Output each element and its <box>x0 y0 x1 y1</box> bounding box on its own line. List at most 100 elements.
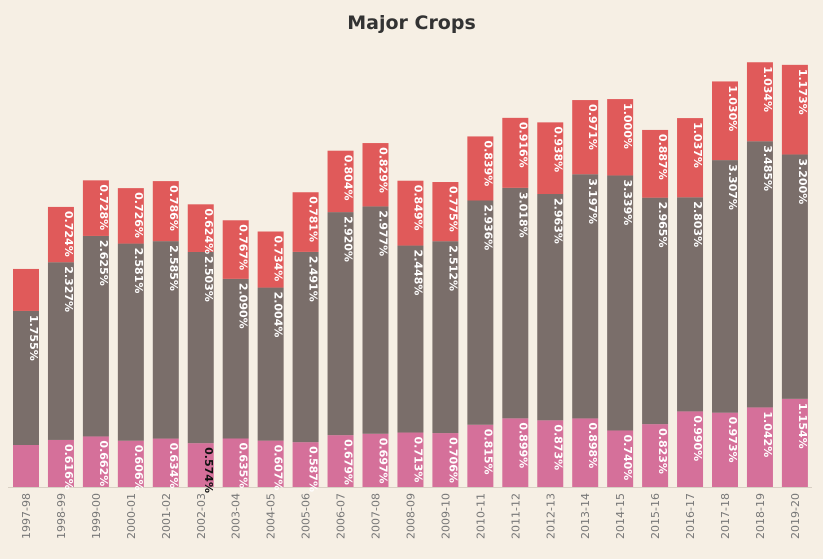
data-label: 0.587% <box>307 446 320 492</box>
bar-segment-2 <box>572 174 599 419</box>
data-label: 2.512% <box>446 245 459 291</box>
data-label: 0.823% <box>656 428 669 474</box>
bar-segment-1 <box>537 420 564 487</box>
x-tick-label: 2019-20 <box>789 493 802 539</box>
bar-segment-3 <box>327 150 354 213</box>
data-label: 0.616% <box>62 444 75 490</box>
bar-segment-1 <box>572 418 599 487</box>
data-label: 0.734% <box>272 236 285 282</box>
data-label: 0.574% <box>202 447 215 493</box>
bar-segment-3 <box>502 117 529 188</box>
data-label: 0.815% <box>481 429 494 475</box>
data-label: 0.829% <box>377 147 390 193</box>
data-label: 2.963% <box>551 198 564 244</box>
bar-segment-2 <box>117 243 144 441</box>
data-label: 0.973% <box>726 417 739 463</box>
data-label: 1.000% <box>621 103 634 149</box>
bar-segment-2 <box>502 187 529 419</box>
bar-segment-3 <box>746 62 773 142</box>
data-label: 1.755% <box>27 315 40 361</box>
data-label: 0.767% <box>237 224 250 270</box>
data-label: 3.018% <box>516 192 529 238</box>
x-tick-label: 2012-13 <box>544 493 557 539</box>
bar-segment-3 <box>642 129 669 198</box>
x-tick-label: 2018-19 <box>754 493 767 539</box>
bar-segment-2 <box>47 262 74 440</box>
bar-segment-1 <box>712 412 738 487</box>
bar-segment-3 <box>537 122 564 195</box>
bar-segment-2 <box>712 160 738 413</box>
x-tick-label: 2010-11 <box>474 493 487 539</box>
bar-segment-2 <box>82 235 109 437</box>
data-label: 2.936% <box>481 205 494 251</box>
bar-segment-3 <box>572 100 599 175</box>
bar-segment-1 <box>187 443 214 487</box>
data-label: 0.624% <box>202 208 215 254</box>
data-label: 2.491% <box>307 256 320 302</box>
data-label: 0.899% <box>516 422 529 468</box>
bar-segment-1 <box>292 442 319 487</box>
bar-segment-3 <box>292 192 319 252</box>
data-label: 3.197% <box>586 178 599 224</box>
data-label: 1.034% <box>761 66 774 112</box>
data-label: 2.090% <box>237 283 250 329</box>
bar-segment-3 <box>781 64 808 155</box>
data-label: 0.726% <box>132 192 145 238</box>
bar-segment-2 <box>642 197 669 425</box>
bar-segment-3 <box>467 136 494 201</box>
data-label: 0.971% <box>586 104 599 150</box>
bar-segment-1 <box>677 411 704 487</box>
bar-segment-3 <box>432 182 459 242</box>
x-tick-label: 2016-17 <box>684 493 697 539</box>
data-label: 3.485% <box>761 145 774 191</box>
data-label: 0.887% <box>656 134 669 180</box>
data-label: 2.581% <box>132 248 145 294</box>
bar-segment-1 <box>82 436 109 487</box>
bar-segment-2 <box>746 141 773 408</box>
bar-segment-3 <box>82 180 109 236</box>
x-tick-label: 2014-15 <box>614 493 627 539</box>
data-label: 0.740% <box>621 434 634 480</box>
x-tick-label: 2013-14 <box>579 493 592 539</box>
bar-segment-2 <box>537 194 564 421</box>
bar-segment-3 <box>362 143 389 207</box>
bar-segment-2 <box>152 241 179 439</box>
data-label: 0.606% <box>132 445 145 491</box>
data-label: 0.607% <box>272 445 285 491</box>
bar-segment-1 <box>642 424 669 487</box>
bar-segment-1 <box>117 440 144 487</box>
data-label: 2.965% <box>656 202 669 248</box>
x-tick-label: 2004-05 <box>265 493 278 539</box>
x-tick-label: 2008-09 <box>404 493 417 539</box>
data-label: 0.634% <box>167 443 180 489</box>
x-tick-label: 2000-01 <box>125 493 138 539</box>
data-label: 2.448% <box>411 250 424 296</box>
bar-segment-3 <box>257 231 284 288</box>
bar-segment-1 <box>327 435 354 487</box>
bar-segment-2 <box>781 154 808 399</box>
data-label: 2.977% <box>377 210 390 256</box>
x-tick-label: 2003-04 <box>230 493 243 539</box>
bar-segment-2 <box>257 287 284 441</box>
bar-segment-1 <box>607 430 634 487</box>
bar-segment-1 <box>47 439 74 487</box>
data-label: 0.849% <box>411 185 424 231</box>
bar-segment-3 <box>117 188 144 244</box>
bar-segment-3 <box>712 81 738 161</box>
bar-segment-2 <box>327 212 354 436</box>
data-label: 0.706% <box>446 437 459 483</box>
x-tick-label: 2001-02 <box>160 493 173 539</box>
bar-segment-3 <box>152 181 179 242</box>
data-label: 0.781% <box>307 196 320 242</box>
bar-segment-1 <box>152 438 179 487</box>
bar-segment-1 <box>502 418 529 487</box>
data-label: 2.920% <box>342 216 355 262</box>
x-tick-label: 2005-06 <box>300 493 313 539</box>
data-label: 0.635% <box>237 442 250 488</box>
data-label: 0.804% <box>342 155 355 201</box>
x-tick-label: 2002-03 <box>195 493 208 539</box>
data-label: 0.728% <box>97 184 110 230</box>
bar-segment-2 <box>187 251 214 444</box>
data-label: 3.339% <box>621 179 634 225</box>
bar-segment-1 <box>222 438 249 487</box>
